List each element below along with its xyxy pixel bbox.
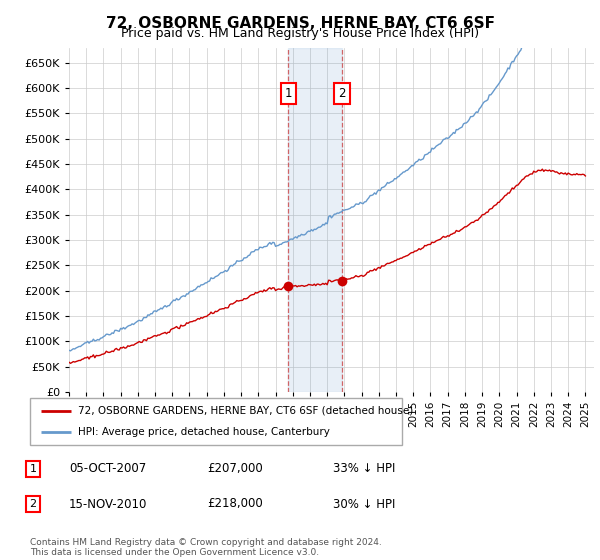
Text: 72, OSBORNE GARDENS, HERNE BAY, CT6 6SF (detached house): 72, OSBORNE GARDENS, HERNE BAY, CT6 6SF … <box>79 406 413 416</box>
FancyBboxPatch shape <box>30 398 402 445</box>
Text: 2: 2 <box>29 499 37 509</box>
Text: 72, OSBORNE GARDENS, HERNE BAY, CT6 6SF: 72, OSBORNE GARDENS, HERNE BAY, CT6 6SF <box>106 16 494 31</box>
Bar <box>289 48 342 392</box>
Text: 1: 1 <box>285 87 292 100</box>
Text: HPI: Average price, detached house, Canterbury: HPI: Average price, detached house, Cant… <box>79 427 330 437</box>
Text: 05-OCT-2007: 05-OCT-2007 <box>69 462 146 475</box>
Text: £207,000: £207,000 <box>207 462 263 475</box>
Text: Price paid vs. HM Land Registry's House Price Index (HPI): Price paid vs. HM Land Registry's House … <box>121 27 479 40</box>
Text: £218,000: £218,000 <box>207 497 263 511</box>
Text: 30% ↓ HPI: 30% ↓ HPI <box>333 497 395 511</box>
Text: 33% ↓ HPI: 33% ↓ HPI <box>333 462 395 475</box>
Text: 1: 1 <box>29 464 37 474</box>
Text: 2: 2 <box>338 87 346 100</box>
Text: Contains HM Land Registry data © Crown copyright and database right 2024.
This d: Contains HM Land Registry data © Crown c… <box>30 538 382 557</box>
Text: 15-NOV-2010: 15-NOV-2010 <box>69 497 148 511</box>
